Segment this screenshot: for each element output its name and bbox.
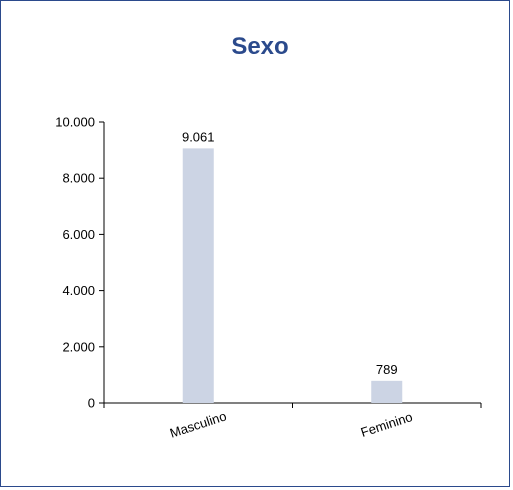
- bar-masculino: [182, 148, 214, 403]
- y-tick-label: 6.000: [62, 227, 95, 242]
- data-label: 789: [376, 362, 398, 377]
- y-tick-label: 8.000: [62, 171, 95, 186]
- y-tick-label: 0: [88, 396, 95, 411]
- bars: 9.061 789: [182, 129, 403, 403]
- y-tick-label: 10.000: [55, 115, 95, 130]
- x-axis: Masculino Feminino: [103, 402, 482, 441]
- y-axis: 0 2.000 4.000 6.000 8.000 10.000: [55, 115, 105, 411]
- y-tick-label: 4.000: [62, 283, 95, 298]
- chart-title: Sexo: [231, 33, 288, 60]
- data-label: 9.061: [182, 129, 215, 144]
- y-tick-label: 2.000: [62, 339, 95, 354]
- category-label: Feminino: [359, 409, 414, 440]
- category-label: Masculino: [168, 408, 228, 440]
- bar-feminino: [371, 380, 403, 403]
